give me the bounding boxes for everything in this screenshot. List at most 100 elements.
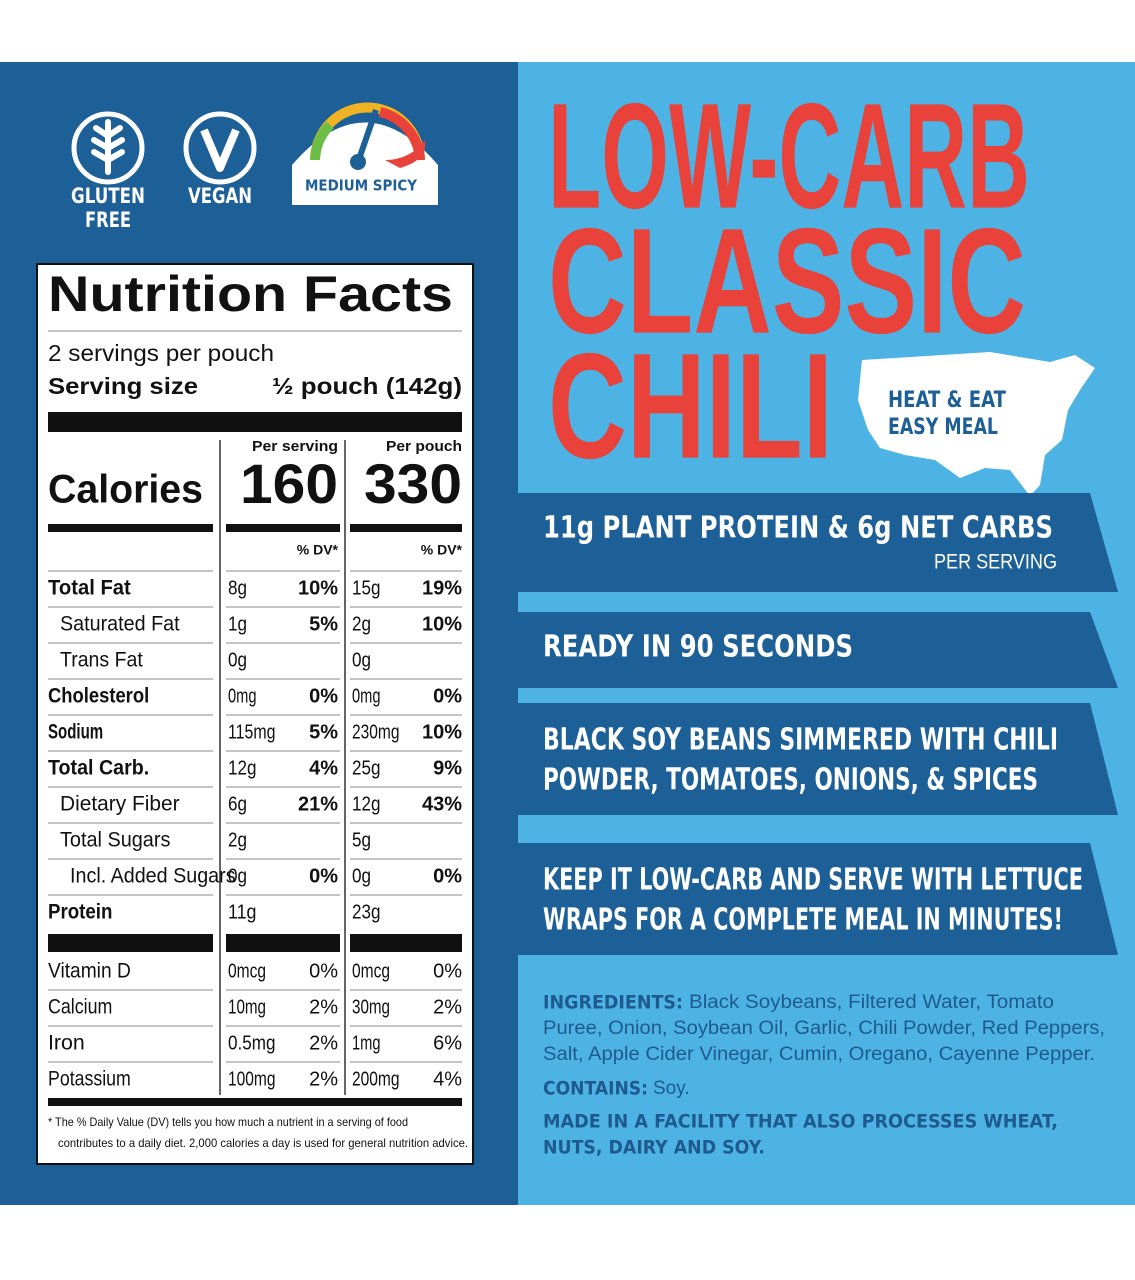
map-label: HEAT & EAT xyxy=(888,388,1006,413)
nutrient-name: Protein xyxy=(48,901,112,924)
banner-sub: PER SERVING xyxy=(934,551,1057,574)
banner xyxy=(518,843,1118,955)
nutrient-dv: 2% xyxy=(433,996,462,1018)
facility-text: NUTS, DAIRY AND SOY. xyxy=(543,1137,765,1159)
headline: CLASSIC xyxy=(548,197,1026,365)
nutrient-amount: 2g xyxy=(352,613,371,635)
calories-label: Calories xyxy=(48,468,203,512)
nutrient-name: Saturated Fat xyxy=(60,613,180,636)
nutrient-dv: 21% xyxy=(298,793,338,815)
nutrient-dv: 0% xyxy=(433,960,462,982)
serving-size-label: Serving size xyxy=(48,373,198,399)
nutrient-dv: 0% xyxy=(309,685,338,707)
banner-text: BLACK SOY BEANS SIMMERED WITH CHILI xyxy=(543,723,1058,758)
facility-text: MADE IN A FACILITY THAT ALSO PROCESSES W… xyxy=(543,1111,1058,1133)
banner xyxy=(518,493,1118,592)
nutrient-amount: 8g xyxy=(228,577,247,599)
rule xyxy=(226,934,340,952)
banner xyxy=(518,703,1118,815)
rule xyxy=(226,524,340,532)
pepper xyxy=(385,140,426,168)
nutrient-amount: 5g xyxy=(352,829,371,851)
nutrient-dv: 0% xyxy=(309,960,338,982)
banner-text: 11g PLANT PROTEIN & 6g NET CARBS xyxy=(543,511,1053,546)
rule xyxy=(48,934,213,952)
nutrient-dv: 4% xyxy=(433,1068,462,1090)
dv-header: % DV* xyxy=(297,542,339,558)
nutrient-amount: 23g xyxy=(352,901,381,923)
contains-text: Soy. xyxy=(653,1078,690,1099)
nutrient-name: Trans Fat xyxy=(60,649,143,672)
headline: LOW-CARB xyxy=(548,72,1030,240)
nutrient-dv: 2% xyxy=(309,996,338,1018)
ingredients-label: INGREDIENTS: xyxy=(543,992,683,1014)
nutrient-dv: 43% xyxy=(422,793,462,815)
vegan-icon xyxy=(183,111,257,185)
nutrient-amount: 200mg xyxy=(352,1068,400,1090)
us-map xyxy=(858,352,1095,496)
nutrient-name: Vitamin D xyxy=(48,960,131,983)
nutrient-dv: 10% xyxy=(298,577,338,599)
nutrient-name: Potassium xyxy=(48,1068,131,1091)
nutrient-amount: 0mcg xyxy=(228,960,266,982)
banner xyxy=(518,612,1118,688)
nutrient-amount: 2g xyxy=(228,829,247,851)
rule xyxy=(48,412,462,432)
nutrient-dv: 0% xyxy=(433,685,462,707)
badge-label: VEGAN xyxy=(188,184,252,208)
wheat xyxy=(91,119,125,175)
nutrient-name: Incl. Added Sugars xyxy=(70,865,236,888)
badge-label: MEDIUM SPICY xyxy=(305,177,418,195)
nutrient-dv: 19% xyxy=(422,577,462,599)
banner-text: WRAPS FOR A COMPLETE MEAL IN MINUTES! xyxy=(543,903,1063,938)
footnote: * The % Daily Value (DV) tells you how m… xyxy=(48,1115,408,1129)
nutrient-amount: 0g xyxy=(352,865,371,887)
nutrient-name: Cholesterol xyxy=(48,685,149,708)
nutrient-name: Total Carb. xyxy=(48,757,149,780)
column-header: Per serving xyxy=(252,438,338,455)
gauge-mild xyxy=(310,121,334,161)
nutrient-amount: 115mg xyxy=(228,721,276,743)
nutrient-amount: 1g xyxy=(228,613,247,635)
nutrient-amount: 6g xyxy=(228,793,247,815)
nutrient-amount: 11g xyxy=(228,901,257,923)
nutrient-amount: 0mg xyxy=(228,685,257,707)
nutrient-name: Calcium xyxy=(48,996,112,1019)
ingredients-text: Black Soybeans, Filtered Water, Tomato xyxy=(689,992,1054,1013)
nutrient-amount: 1mg xyxy=(352,1032,381,1054)
nutrient-amount: 100mg xyxy=(228,1068,276,1090)
rule xyxy=(350,934,462,952)
contains-label: CONTAINS: xyxy=(543,1078,648,1100)
calories-value: 160 xyxy=(240,452,338,515)
nutrient-amount: 30mg xyxy=(352,996,390,1018)
nutrient-dv: 9% xyxy=(433,757,462,779)
banner-text: KEEP IT LOW-CARB AND SERVE WITH LETTUCE xyxy=(543,863,1083,898)
nutrient-dv: 10% xyxy=(422,613,462,635)
nutrient-name: Iron xyxy=(48,1032,85,1055)
servings: 2 servings per pouch xyxy=(48,340,274,366)
nutrition-title: Nutrition Facts xyxy=(48,266,453,322)
badge-label: GLUTEN xyxy=(71,184,145,208)
column-header: Per pouch xyxy=(386,438,462,455)
v-letter xyxy=(200,128,240,172)
nutrient-name: Sodium xyxy=(48,721,103,744)
nutrient-dv: 5% xyxy=(309,613,338,635)
nutrient-dv: 0% xyxy=(433,865,462,887)
rule xyxy=(48,524,213,532)
ingredients-text: Puree, Onion, Soybean Oil, Garlic, Chili… xyxy=(543,1018,1105,1039)
headline: CHILI xyxy=(548,322,833,490)
nutrient-amount: 0g xyxy=(352,649,371,671)
nutrient-dv: 2% xyxy=(309,1032,338,1054)
badge-label: FREE xyxy=(85,208,131,232)
banner-text: POWDER, TOMATOES, ONIONS, & SPICES xyxy=(543,763,1038,798)
nutrient-name: Dietary Fiber xyxy=(60,793,180,816)
nutrient-dv: 6% xyxy=(433,1032,462,1054)
rule xyxy=(350,524,462,532)
nutrient-amount: 0mcg xyxy=(352,960,390,982)
dv-header: % DV* xyxy=(421,542,463,558)
nutrient-amount: 230mg xyxy=(352,721,400,743)
gluten-icon xyxy=(71,111,145,185)
nutrient-dv: 0% xyxy=(309,865,338,887)
needle-hub xyxy=(350,154,366,170)
